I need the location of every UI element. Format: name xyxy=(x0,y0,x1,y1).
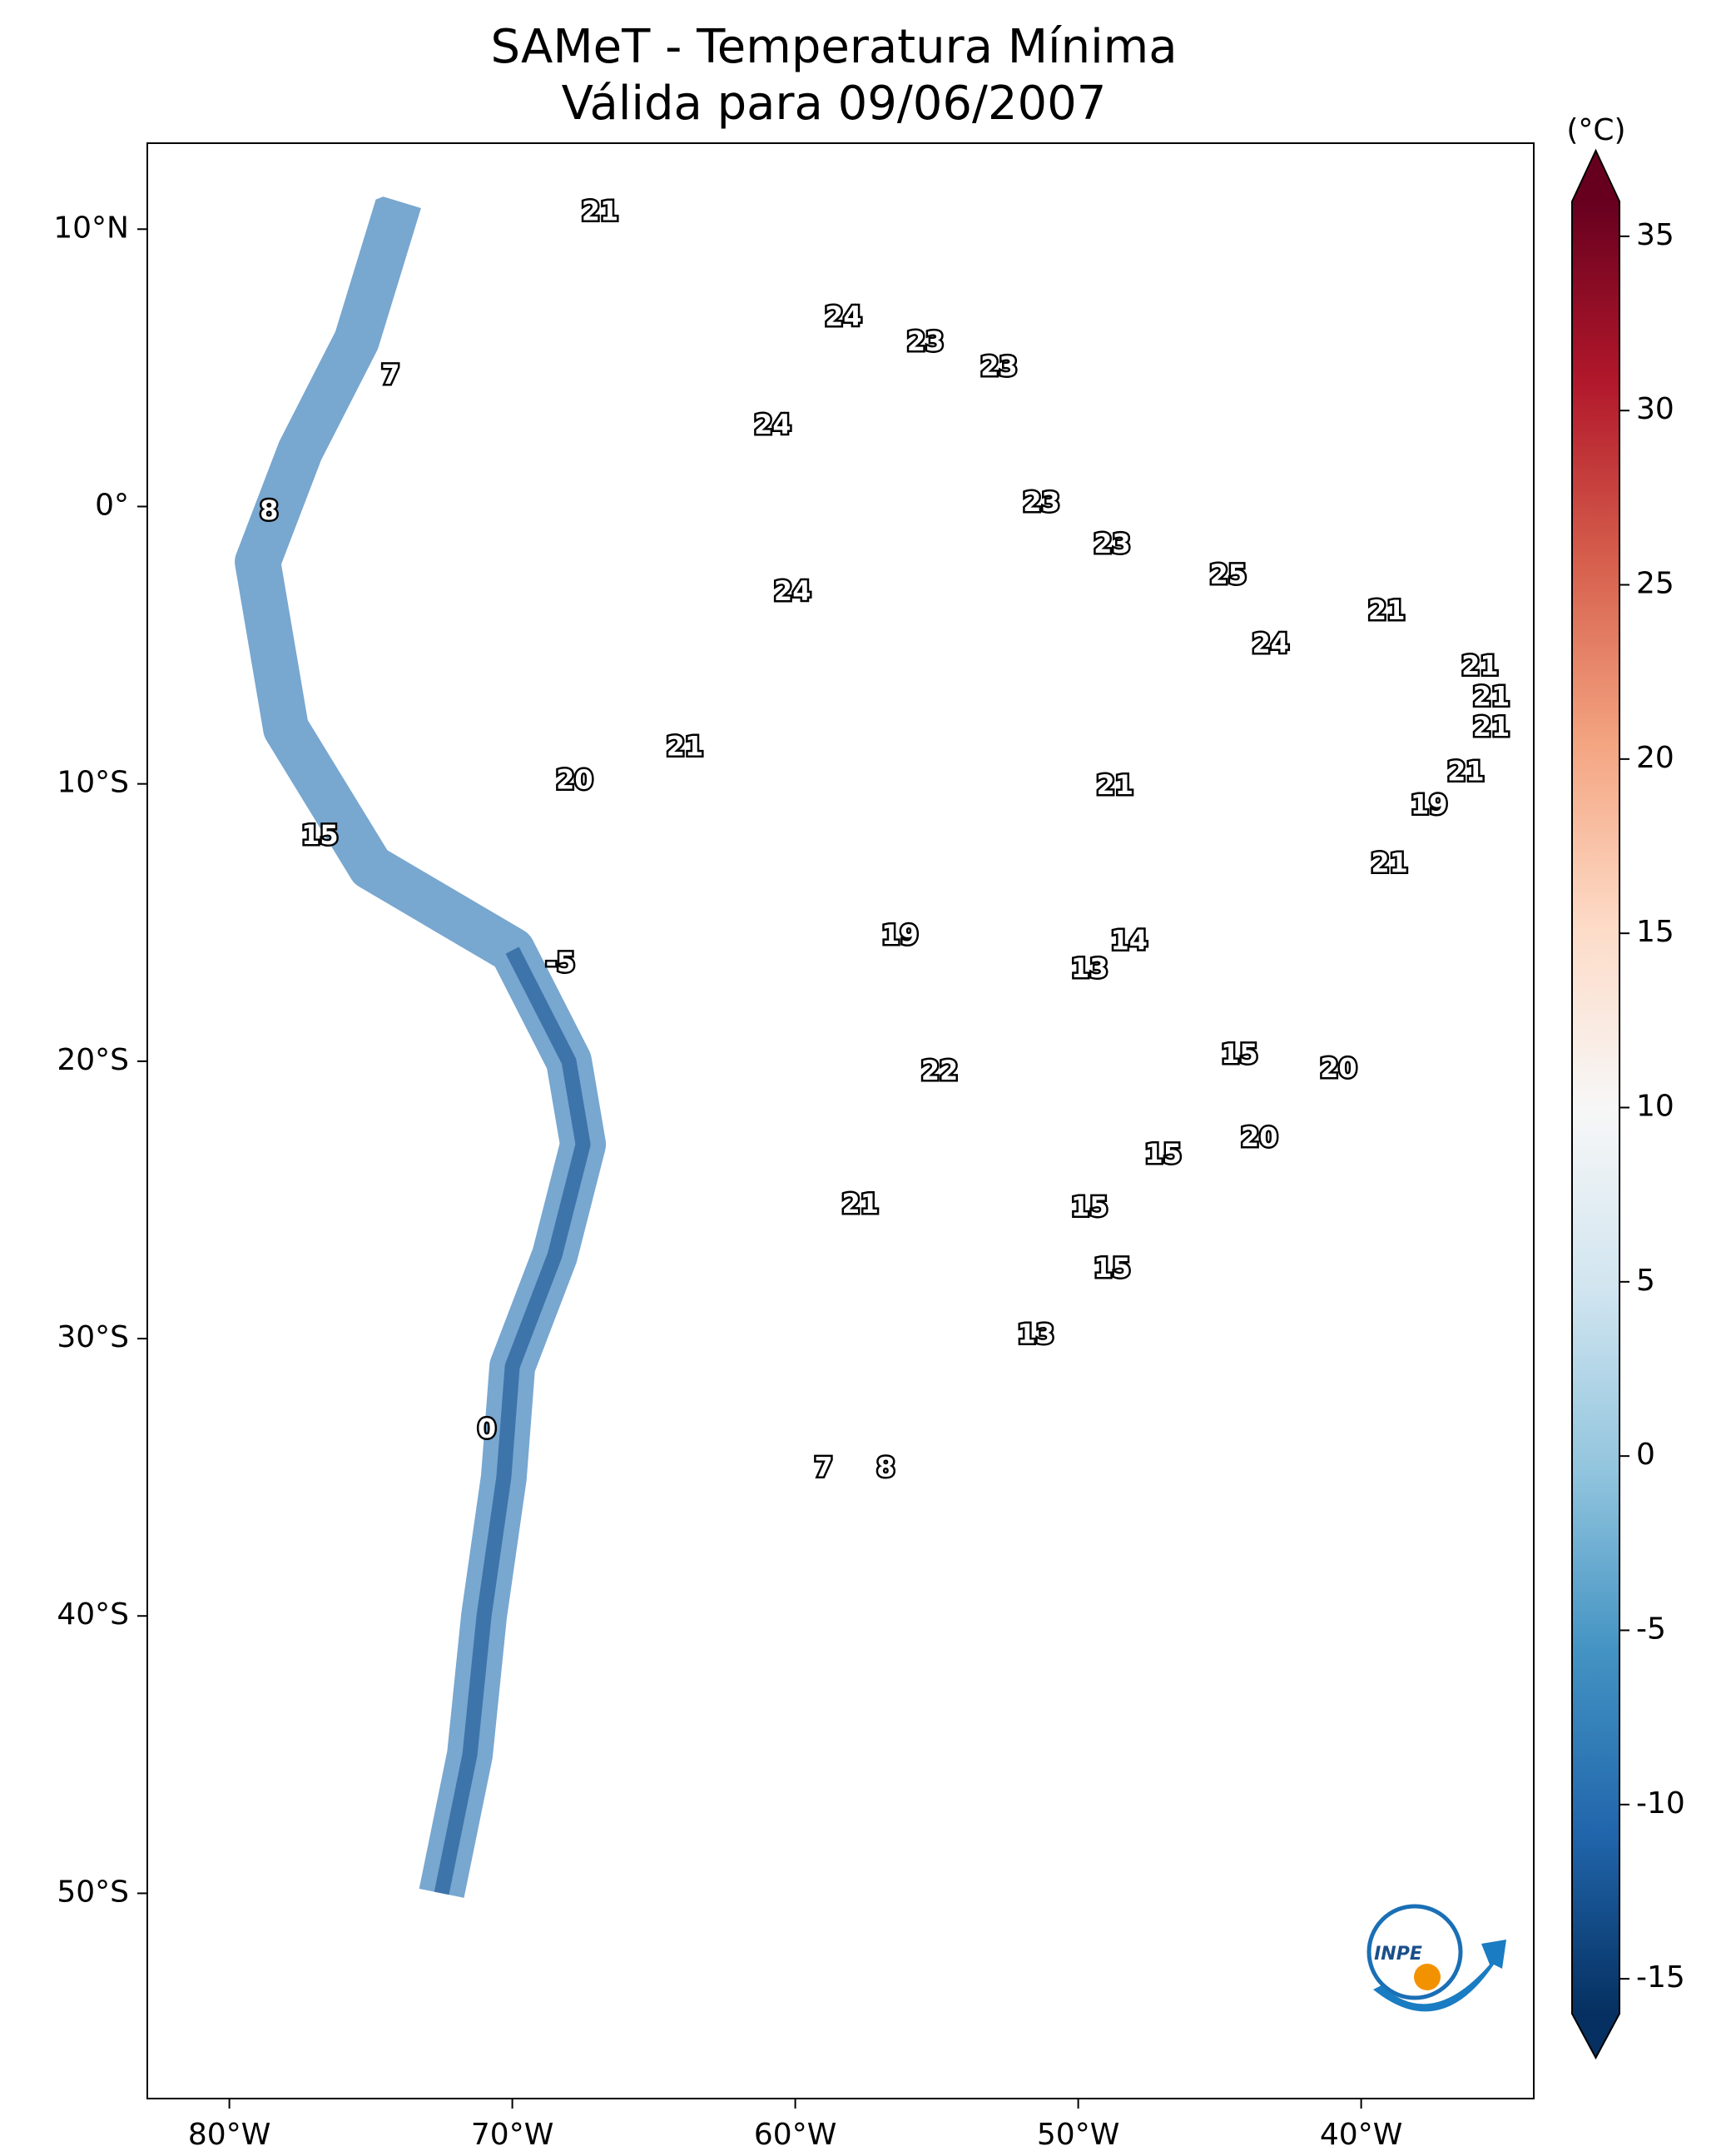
station-label: 21 xyxy=(1447,755,1485,787)
station-label: 21 xyxy=(582,195,619,226)
station-label: 20 xyxy=(556,763,593,795)
map-frame xyxy=(146,142,1535,2099)
y-tick-label: 40°S xyxy=(57,1597,129,1632)
station-label: 25 xyxy=(1210,559,1247,590)
station-label: 20 xyxy=(1241,1121,1278,1153)
station-label: 21 xyxy=(1371,847,1408,878)
logo-dot xyxy=(1414,1964,1441,1990)
station-label: 7 xyxy=(814,1452,832,1483)
station-label: 8 xyxy=(260,494,278,526)
station-label: 21 xyxy=(842,1188,880,1220)
colorbar-extend-top xyxy=(1572,151,1619,201)
y-tick-label: 50°S xyxy=(57,1875,129,1909)
station-label: 13 xyxy=(1017,1319,1054,1350)
colorbar-extend-bottom xyxy=(1572,2014,1619,2058)
colorbar-tick-label: 5 xyxy=(1636,1264,1655,1298)
station-label: 15 xyxy=(1071,1190,1109,1222)
station-label: 15 xyxy=(1144,1138,1182,1170)
y-tick-label: 10°N xyxy=(53,211,129,245)
subtitle: Válida para 09/06/2007 xyxy=(562,77,1107,131)
station-label: 15 xyxy=(301,819,339,851)
colorbar-label: (°C) xyxy=(1566,113,1625,147)
station-label: 21 xyxy=(1473,680,1510,712)
station-label: 21 xyxy=(1368,594,1406,626)
colorbar-tick-label: 10 xyxy=(1636,1090,1674,1124)
colorbar-tick-label: 25 xyxy=(1636,567,1674,601)
colorbar-tick-label: 30 xyxy=(1636,392,1674,426)
logo: INPE xyxy=(1366,1904,1506,2012)
x-tick-label: 40°W xyxy=(1320,2118,1402,2152)
y-tick-label: 0° xyxy=(95,488,129,522)
andes-cold-zone xyxy=(235,194,607,1898)
x-tick-label: 60°W xyxy=(754,2118,836,2152)
station-label: 13 xyxy=(1071,952,1109,984)
y-tick-label: 30°S xyxy=(57,1320,129,1354)
station-label: 14 xyxy=(1111,925,1148,956)
andes-peak-zone xyxy=(434,946,591,1895)
station-label: 21 xyxy=(1097,769,1134,801)
station-label: 23 xyxy=(907,325,945,357)
station-label: 7 xyxy=(381,359,399,390)
station-label: 23 xyxy=(1023,486,1060,518)
map xyxy=(235,194,607,1898)
colorbar-outline xyxy=(1571,148,1620,2060)
colorbar-tick-label: 35 xyxy=(1636,218,1674,252)
colorbar xyxy=(1572,201,1619,2014)
station-label: 19 xyxy=(881,919,919,951)
station-label: 23 xyxy=(980,350,1018,382)
x-tick-label: 80°W xyxy=(188,2118,270,2152)
station-label: 15 xyxy=(1094,1252,1131,1284)
x-tick-label: 50°W xyxy=(1037,2118,1119,2152)
logo-ring xyxy=(1366,1904,1463,2000)
station-label: 21 xyxy=(667,730,704,762)
station-label: 24 xyxy=(754,409,791,440)
colorbar-tick-label: 20 xyxy=(1636,741,1674,775)
station-label: 21 xyxy=(1461,650,1499,682)
station-label: 0 xyxy=(478,1413,496,1444)
station-label: 21 xyxy=(1473,711,1510,743)
x-tick-label: 70°W xyxy=(471,2118,553,2152)
station-label: -5 xyxy=(546,946,576,978)
station-label: 23 xyxy=(1094,528,1131,559)
station-label: 20 xyxy=(1320,1052,1357,1084)
station-label: 22 xyxy=(921,1055,959,1086)
station-label: 19 xyxy=(1411,788,1448,820)
y-tick-label: 20°S xyxy=(57,1043,129,1077)
colorbar-tick-label: 15 xyxy=(1636,915,1674,949)
station-label: 24 xyxy=(1252,628,1290,659)
logo-arrow xyxy=(1373,1940,1506,2012)
logo-text: INPE xyxy=(1374,1944,1422,1965)
colorbar-tick-label: -10 xyxy=(1636,1786,1685,1821)
station-label: 24 xyxy=(774,575,811,607)
colorbar-tick-label: -15 xyxy=(1636,1960,1685,1995)
station-label: 15 xyxy=(1221,1038,1258,1070)
station-label: 24 xyxy=(825,301,862,332)
title: SAMeT - Temperatura Mínima xyxy=(490,20,1177,74)
y-tick-label: 10°S xyxy=(57,766,129,800)
station-label: 8 xyxy=(876,1452,895,1483)
colorbar-tick-label: -5 xyxy=(1636,1612,1666,1646)
colorbar-tick-label: 0 xyxy=(1636,1438,1655,1472)
